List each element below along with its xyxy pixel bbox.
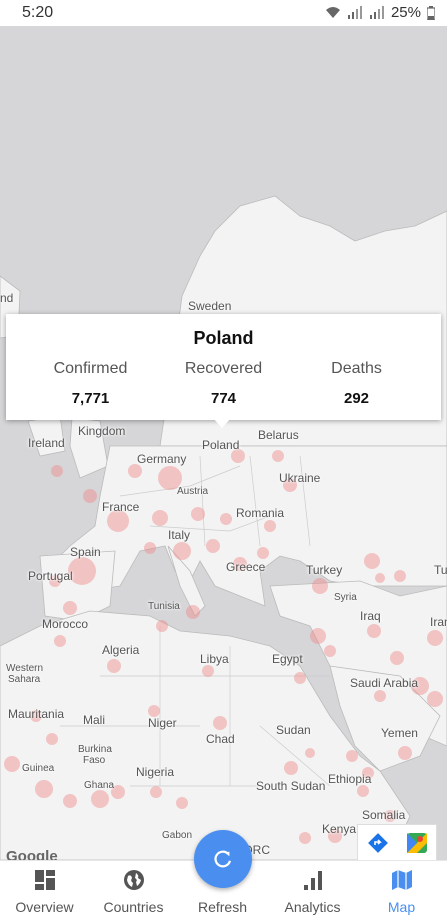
signal-icon (347, 6, 362, 19)
nav-map-label: Map (387, 899, 416, 915)
nav-map[interactable]: Map (357, 867, 446, 915)
label-and: nd (0, 291, 14, 305)
nav-countries[interactable]: Countries (89, 867, 178, 915)
label-tunisia: Tunisia (148, 601, 180, 612)
label-sweden: Sweden (188, 299, 232, 313)
map-toolbar (357, 824, 437, 862)
label-germany: Germany (137, 452, 187, 466)
map-icon (391, 870, 412, 890)
label-iran: Iran (430, 615, 447, 629)
globe-icon (123, 870, 144, 890)
label-belarus: Belarus (258, 428, 299, 442)
label-ethiopia: Ethiopia (328, 772, 372, 786)
battery-icon (427, 5, 435, 20)
label-faso: Faso (83, 755, 106, 766)
google-maps-icon[interactable] (405, 831, 429, 855)
label-ireland: Ireland (28, 436, 65, 450)
nav-countries-label: Countries (103, 899, 164, 915)
status-bar: 5:20 25% (0, 0, 447, 26)
label-nigeria: Nigeria (136, 765, 175, 779)
label-austria: Austria (177, 486, 209, 497)
popup-deaths: Deaths 292 (284, 360, 429, 407)
label-western: Western (6, 663, 44, 674)
popup-pointer (213, 418, 231, 428)
signal-icon-2 (369, 6, 384, 19)
nav-overview[interactable]: Overview (0, 867, 89, 915)
label-sudan: Sudan (276, 723, 311, 737)
label-gabon: Gabon (162, 830, 193, 841)
world-map[interactable]: Sweden nd Ireland Kingdom Germany Poland… (0, 26, 447, 860)
label-kingdom: Kingdom (78, 424, 126, 438)
label-sahara: Sahara (8, 674, 41, 685)
analytics-icon (303, 871, 322, 890)
label-poland: Poland (202, 438, 240, 452)
label-kenya: Kenya (322, 822, 357, 836)
label-tu: Tu (434, 563, 447, 577)
label-spain: Spain (70, 545, 101, 559)
dashboard-icon (34, 870, 55, 890)
directions-icon[interactable] (366, 831, 390, 855)
label-morocco: Morocco (42, 617, 89, 631)
battery-percent: 25% (390, 4, 421, 21)
confirmed-label: Confirmed (53, 360, 128, 377)
nav-refresh[interactable]: Refresh (178, 867, 267, 915)
label-guinea: Guinea (22, 763, 55, 774)
recovered-label: Recovered (184, 360, 263, 377)
status-icons: 25% (325, 4, 435, 21)
country-info-popup[interactable]: Poland Confirmed 7,771 Recovered 774 Dea… (6, 314, 441, 420)
label-egypt: Egypt (272, 652, 303, 666)
popup-country-name: Poland (193, 328, 254, 348)
label-somalia: Somalia (362, 808, 406, 822)
refresh-icon (214, 850, 232, 868)
deaths-label: Deaths (331, 360, 382, 377)
label-algeria: Algeria (102, 643, 140, 657)
deaths-value: 292 (343, 390, 370, 407)
label-niger: Niger (148, 716, 177, 730)
status-time: 5:20 (22, 4, 54, 21)
label-greece: Greece (226, 560, 266, 574)
label-syria: Syria (334, 592, 357, 603)
label-mauritania: Mauritania (8, 707, 65, 721)
recovered-value: 774 (210, 390, 237, 407)
label-turkey: Turkey (306, 563, 343, 577)
popup-recovered: Recovered 774 (151, 360, 296, 407)
refresh-fab[interactable] (194, 830, 252, 888)
label-chad: Chad (206, 732, 235, 746)
label-italy: Italy (168, 528, 191, 542)
label-iraq: Iraq (360, 609, 381, 623)
label-ghana: Ghana (84, 780, 115, 791)
nav-analytics-label: Analytics (284, 899, 341, 915)
label-romania: Romania (236, 506, 285, 520)
nav-refresh-label: Refresh (197, 899, 248, 915)
label-france: France (102, 500, 140, 514)
label-yemen: Yemen (381, 726, 418, 740)
label-portugal: Portugal (28, 569, 73, 583)
label-libya: Libya (200, 652, 229, 666)
label-burkina: Burkina (78, 744, 112, 755)
confirmed-value: 7,771 (71, 390, 110, 407)
label-mali: Mali (83, 713, 106, 727)
popup-confirmed: Confirmed 7,771 (18, 360, 163, 407)
nav-analytics[interactable]: Analytics (268, 867, 357, 915)
label-southsudan: South Sudan (256, 779, 326, 793)
label-ukraine: Ukraine (279, 471, 321, 485)
label-saudi: Saudi Arabia (350, 676, 419, 690)
wifi-icon (325, 7, 340, 18)
nav-overview-label: Overview (15, 899, 74, 915)
